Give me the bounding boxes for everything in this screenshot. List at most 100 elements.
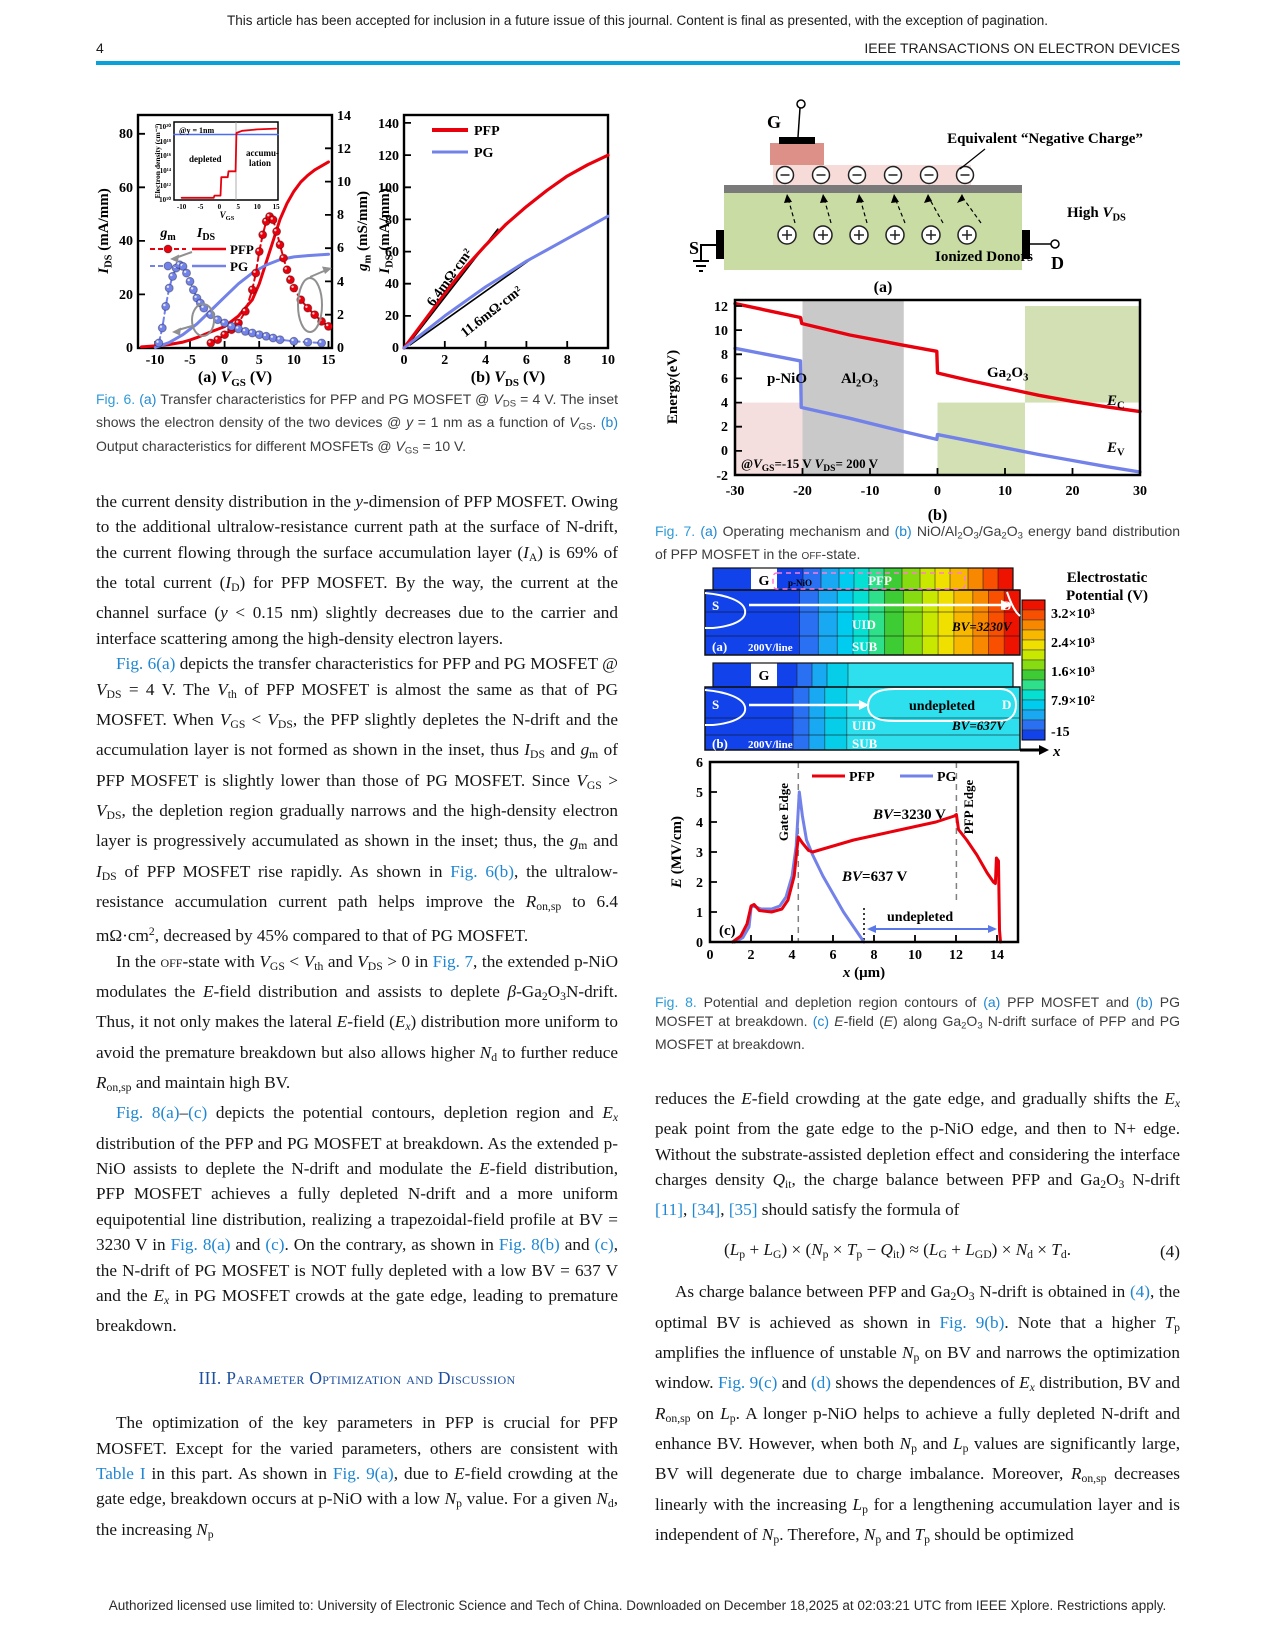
text-run: < 0.15 nm) slightly decreases due to the… <box>96 603 618 648</box>
text-run: DS <box>106 808 122 822</box>
text-run: GS <box>269 959 285 973</box>
data-point <box>268 215 278 225</box>
text-run: g <box>569 831 579 851</box>
inset-label: depleted <box>189 154 222 164</box>
text-run: O <box>966 1013 978 1029</box>
depletion-contour <box>704 592 747 629</box>
body-paragraph: As charge balance between PFP and Ga2O3 … <box>655 1279 1180 1552</box>
fig6b-xlabel: (b) VDS (V) <box>471 369 546 389</box>
sub-label: SUB <box>852 736 878 751</box>
text-run: L <box>852 1494 863 1514</box>
citation-link[interactable]: Fig. 8(a) <box>116 1103 180 1123</box>
potential-band <box>998 568 1013 590</box>
citation-link[interactable]: (c) <box>265 1235 285 1255</box>
text-run: shows the dependences of <box>830 1373 1020 1393</box>
citation-link[interactable]: Fig. 8(a) <box>170 1235 231 1255</box>
fig6a-legend-ids: IDS <box>196 226 216 243</box>
text-run: th <box>314 959 324 973</box>
pane-outline <box>704 686 1021 751</box>
text-run: E <box>834 1013 844 1029</box>
pnio-region <box>735 402 803 475</box>
citation-link[interactable]: (a) <box>983 994 1001 1010</box>
marker-highlight <box>319 340 322 343</box>
figure-6-plots: 0 20 40 60 80 0 2 4 6 8 10 12 14 -10 -5 … <box>96 109 615 389</box>
layer-boundary-lines <box>705 717 1020 736</box>
text-run: ) × <box>991 1239 1016 1259</box>
fig6b-ticks <box>403 122 609 349</box>
bv-pg-label: BV=637 V <box>841 869 908 885</box>
potential-band <box>808 687 825 750</box>
citation-link[interactable]: (a) <box>700 523 718 539</box>
text-run: p <box>207 1527 214 1541</box>
text-run: and <box>777 1373 811 1393</box>
data-point <box>285 275 295 285</box>
citation-link[interactable]: Fig. 6(a) <box>116 654 176 674</box>
marker-highlight <box>270 335 273 338</box>
citation-link[interactable]: Fig. 8(b) <box>498 1235 560 1255</box>
text-run: DS <box>530 748 545 762</box>
citation-link[interactable]: (d) <box>810 1373 831 1393</box>
citation-link[interactable]: (c) <box>594 1235 614 1255</box>
citation-link[interactable]: (b) <box>1135 994 1153 1010</box>
text-run: E <box>336 1012 348 1032</box>
data-point <box>289 283 299 293</box>
text-run: and maintain high BV. <box>131 1072 291 1092</box>
breakdown-voltage-label: BV=637V <box>951 718 1006 733</box>
data-point <box>157 323 167 333</box>
citation-link[interactable]: (b) <box>600 414 619 431</box>
text-run: T <box>1051 1239 1061 1259</box>
depletion-contour <box>1006 591 1021 617</box>
text-run: 3 <box>560 989 566 1003</box>
text-run: β <box>507 981 517 1001</box>
tick-label: 10 <box>908 948 922 963</box>
citation-link[interactable]: [35] <box>728 1200 758 1220</box>
marker-highlight <box>170 273 173 277</box>
text-run: value. For a given <box>461 1489 597 1509</box>
citation-link[interactable]: (a) <box>139 391 157 407</box>
text-run: T <box>914 1524 925 1544</box>
tick-label: 80 <box>119 127 133 142</box>
text-run: , the increasing <box>96 1489 618 1539</box>
tick-label: 6 <box>696 756 703 771</box>
citation-link[interactable]: (c) <box>188 1103 208 1123</box>
tick-label: 6 <box>523 353 530 368</box>
citation-link[interactable]: (4) <box>1129 1282 1150 1302</box>
citation-link[interactable]: (b) <box>894 523 912 539</box>
text-run: = 1 nm as a function of <box>413 414 570 431</box>
potential-band <box>848 663 1013 687</box>
field-plate-strip <box>773 165 971 185</box>
citation-link[interactable]: Fig. 9(c) <box>717 1373 778 1393</box>
citation-link[interactable]: Table I <box>96 1463 146 1483</box>
fig8c-ticks <box>710 791 998 943</box>
tick-label: 15 <box>322 353 336 368</box>
colorbar-segment <box>1021 659 1046 671</box>
text-run: E <box>479 1158 490 1178</box>
text-run: ) ≈ ( <box>899 1239 929 1259</box>
data-point <box>154 338 164 348</box>
citation-link[interactable]: [11] <box>655 1200 683 1220</box>
text-run: g <box>580 740 590 760</box>
arrow-head <box>859 700 869 710</box>
text-run: -field crowding at the gate edge, breakd… <box>96 1463 619 1509</box>
source-label: S <box>712 598 719 613</box>
colorbar-segment <box>1021 629 1046 641</box>
citation-link[interactable]: Fig. 6(b) <box>450 861 514 881</box>
citation-link[interactable]: Fig. 9(b) <box>939 1312 1005 1332</box>
citation-link[interactable]: Fig. 9(a) <box>332 1463 394 1483</box>
marker-highlight <box>166 285 170 288</box>
text-run: N <box>1015 1239 1028 1259</box>
citation-link[interactable]: Fig. 7 <box>432 951 474 971</box>
text-run: R <box>1070 1464 1082 1484</box>
text-run: Fig. 6. <box>96 391 136 407</box>
text-run: N <box>596 1489 608 1509</box>
data-point <box>247 285 257 295</box>
gate-wire <box>797 107 801 138</box>
body-paragraph: Fig. 8(a)–(c) depicts the potential cont… <box>96 1100 618 1339</box>
text-run: p <box>729 1411 736 1425</box>
marker-highlight <box>277 242 280 245</box>
text-run: p <box>911 1441 917 1455</box>
text-run: depicts the potential contours, depletio… <box>207 1103 603 1123</box>
citation-link[interactable]: (c) <box>812 1013 830 1029</box>
citation-link[interactable]: [34] <box>691 1200 721 1220</box>
